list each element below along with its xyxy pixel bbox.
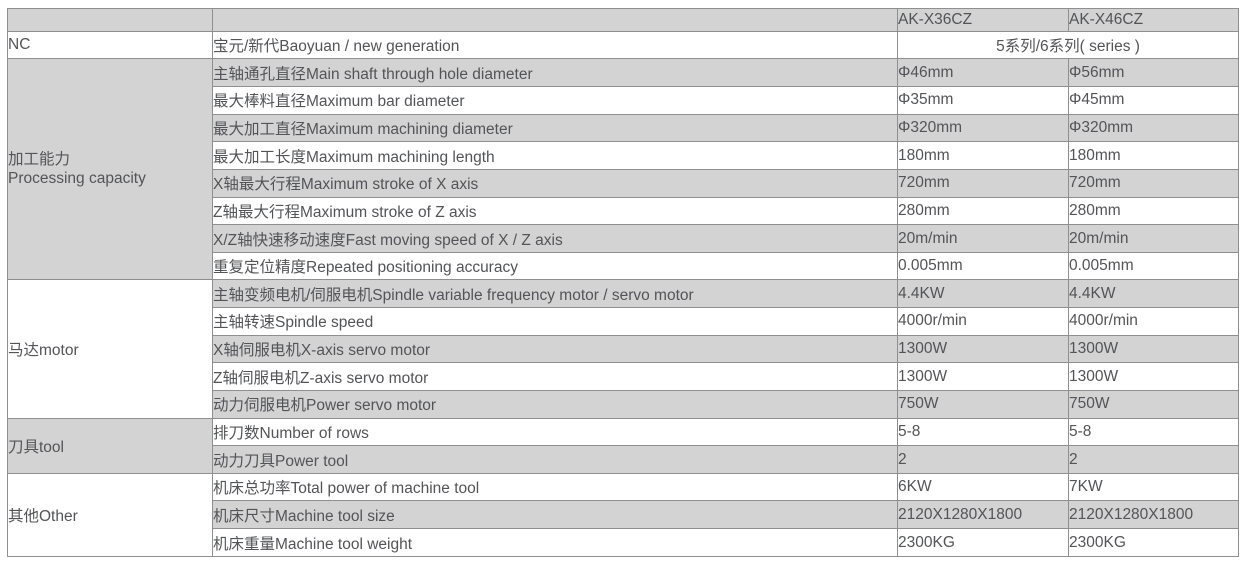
table-row: 最大棒料直径Maximum bar diameter Φ35mm Φ45mm	[8, 86, 1239, 115]
table-row: 最大加工长度Maximum machining length 180mm 180…	[8, 141, 1239, 170]
header-model-a: AK-X36CZ	[897, 8, 1069, 32]
value-cell-a: 280mm	[897, 196, 1069, 226]
value-cell-a: Φ46mm	[897, 58, 1069, 88]
value-cell-a: 6KW	[897, 472, 1069, 502]
spec-cell: Z轴最大行程Maximum stroke of Z axis	[212, 196, 898, 226]
value-cell-b: Φ320mm	[1068, 113, 1239, 143]
value-cell-b: 2120X1280X1800	[1068, 500, 1239, 530]
spec-cell: X轴最大行程Maximum stroke of X axis	[212, 168, 898, 198]
value-cell-a: 2120X1280X1800	[897, 500, 1069, 530]
table-row: 其他Other 机床总功率Total power of machine tool…	[7, 472, 1239, 558]
category-cell-other: 其他Other	[7, 472, 213, 558]
table-row: 马达motor 主轴变频电机/伺服电机Spindle variable freq…	[7, 279, 1239, 419]
table-row: 最大加工直径Maximum machining diameter Φ320mm …	[8, 113, 1239, 143]
value-cell-b: 4.4KW	[1068, 279, 1239, 309]
spec-cell: 最大棒料直径Maximum bar diameter	[212, 86, 898, 115]
table-row: X轴伺服电机X-axis servo motor 1300W 1300W	[8, 334, 1239, 364]
value-cell-b: 5-8	[1068, 417, 1239, 447]
category-cell-motor: 马达motor	[7, 279, 213, 419]
category-label-zh: 加工能力	[8, 151, 71, 169]
value-cell-b: 180mm	[1068, 141, 1239, 170]
machine-spec-table: AK-X36CZ AK-X46CZ NC 宝元/新代Baoyuan / new …	[7, 8, 1239, 558]
value-cell-b: 4000r/min	[1068, 307, 1239, 336]
value-cell-a: 2	[897, 445, 1069, 474]
value-cell-b: Φ56mm	[1068, 58, 1239, 88]
spec-cell: Z轴伺服电机Z-axis servo motor	[212, 362, 898, 391]
spec-cell: 宝元/新代Baoyuan / new generation	[212, 30, 898, 60]
table-row: 重复定位精度Repeated positioning accuracy 0.00…	[8, 251, 1239, 281]
table-row: 刀具tool 排刀数Number of rows 5-8 5-8	[7, 417, 1239, 474]
value-cell-a: 750W	[897, 389, 1069, 419]
value-cell-b: 2300KG	[1068, 528, 1239, 557]
spec-cell: 最大加工长度Maximum machining length	[212, 141, 898, 170]
value-cell-b: 1300W	[1068, 334, 1239, 364]
table-row: 主轴转速Spindle speed 4000r/min 4000r/min	[8, 307, 1239, 336]
spec-cell: 主轴转速Spindle speed	[212, 307, 898, 336]
value-cell-a: 2300KG	[897, 528, 1069, 557]
value-cell-a: 180mm	[897, 141, 1069, 170]
value-cell-b: 1300W	[1068, 362, 1239, 391]
value-cell-b: 750W	[1068, 389, 1239, 419]
spec-cell: 动力伺服电机Power servo motor	[212, 389, 898, 419]
value-cell-a: 5-8	[897, 417, 1069, 447]
value-cell-a: 4.4KW	[897, 279, 1069, 309]
category-cell-processing-capacity: 加工能力 Processing capacity	[7, 58, 213, 281]
header-spec-cell	[212, 8, 898, 32]
table-row: Z轴最大行程Maximum stroke of Z axis 280mm 280…	[8, 196, 1239, 226]
spec-cell: 动力刀具Power tool	[212, 445, 898, 474]
table-row: 动力刀具Power tool 2 2	[8, 445, 1239, 474]
spec-cell: 主轴变频电机/伺服电机Spindle variable frequency mo…	[212, 279, 898, 309]
value-cell-a: 1300W	[897, 362, 1069, 391]
value-cell-a: 0.005mm	[897, 251, 1069, 281]
value-cell-b: 7KW	[1068, 472, 1239, 502]
spec-cell: 机床尺寸Machine tool size	[212, 500, 898, 530]
value-cell-b: 720mm	[1068, 168, 1239, 198]
spec-cell: X轴伺服电机X-axis servo motor	[212, 334, 898, 364]
table-row: X轴最大行程Maximum stroke of X axis 720mm 720…	[8, 168, 1239, 198]
value-cell-b: 0.005mm	[1068, 251, 1239, 281]
value-cell-b: 2	[1068, 445, 1239, 474]
table-row: 机床尺寸Machine tool size 2120X1280X1800 212…	[8, 500, 1239, 530]
spec-cell: 主轴通孔直径Main shaft through hole diameter	[212, 58, 898, 88]
series-cell: 5系列/6系列( series )	[897, 30, 1239, 60]
category-cell-tool: 刀具tool	[7, 417, 213, 474]
value-cell-b: 20m/min	[1068, 224, 1239, 253]
table-row: 机床重量Machine tool weight 2300KG 2300KG	[8, 528, 1239, 557]
table-row: 加工能力 Processing capacity 主轴通孔直径Main shaf…	[7, 58, 1239, 281]
value-cell-b: Φ45mm	[1068, 86, 1239, 115]
value-cell-a: 720mm	[897, 168, 1069, 198]
table-header-row: AK-X36CZ AK-X46CZ	[7, 8, 1239, 32]
spec-cell: 机床重量Machine tool weight	[212, 528, 898, 557]
spec-cell: X/Z轴快速移动速度Fast moving speed of X / Z axi…	[212, 224, 898, 253]
value-cell-a: 1300W	[897, 334, 1069, 364]
table-row: X/Z轴快速移动速度Fast moving speed of X / Z axi…	[8, 224, 1239, 253]
category-cell-nc: NC	[7, 30, 213, 60]
spec-cell: 机床总功率Total power of machine tool	[212, 472, 898, 502]
table-row-nc: NC 宝元/新代Baoyuan / new generation 5系列/6系列…	[7, 30, 1239, 60]
spec-cell: 排刀数Number of rows	[212, 417, 898, 447]
value-cell-a: 4000r/min	[897, 307, 1069, 336]
value-cell-a: Φ35mm	[897, 86, 1069, 115]
spec-cell: 重复定位精度Repeated positioning accuracy	[212, 251, 898, 281]
category-label-en: Processing capacity	[8, 170, 146, 188]
value-cell-a: 20m/min	[897, 224, 1069, 253]
header-category-cell	[7, 8, 213, 32]
spec-cell: 最大加工直径Maximum machining diameter	[212, 113, 898, 143]
value-cell-b: 280mm	[1068, 196, 1239, 226]
value-cell-a: Φ320mm	[897, 113, 1069, 143]
table-row: 动力伺服电机Power servo motor 750W 750W	[8, 389, 1239, 419]
header-model-b: AK-X46CZ	[1068, 8, 1239, 32]
